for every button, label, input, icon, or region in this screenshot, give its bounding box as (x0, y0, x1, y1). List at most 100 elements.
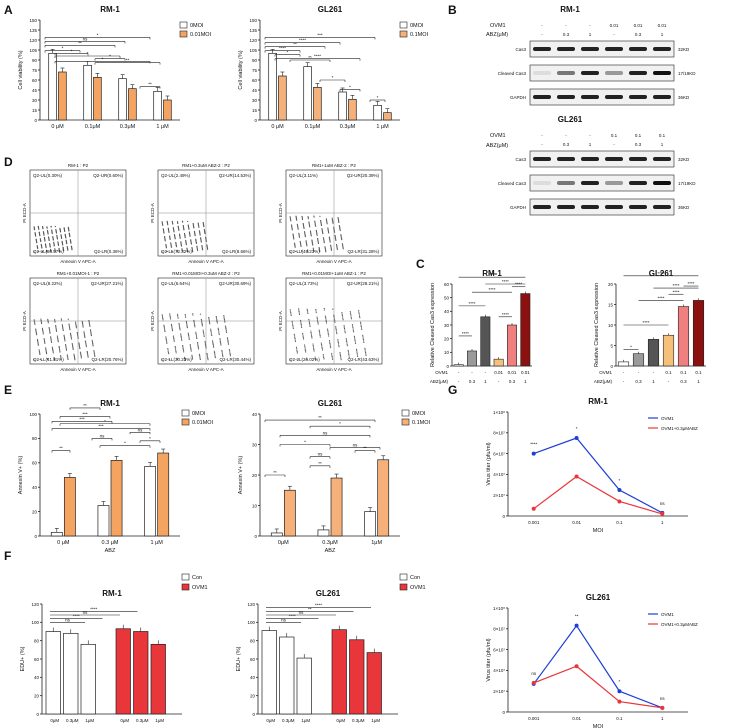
flow-event (350, 315, 352, 317)
flow-event (313, 349, 315, 351)
blot-gl261-band (533, 157, 551, 161)
flow-event (333, 230, 335, 232)
C1-bar (453, 364, 464, 367)
flow-event (40, 358, 42, 360)
flow-event (325, 322, 328, 324)
flow-event (177, 317, 179, 319)
flow-event (348, 356, 350, 358)
flow-event (35, 332, 38, 335)
F2-xtick-label: 1μM (301, 718, 310, 723)
flow-event (191, 354, 193, 356)
G2-ytick-label: 0 (502, 710, 505, 715)
flow-event (204, 341, 206, 343)
flow-event (331, 353, 333, 355)
flow-event (186, 324, 188, 326)
flow-event (317, 323, 319, 325)
flow-event (63, 336, 66, 339)
flow-event (326, 222, 328, 224)
flow-event (171, 328, 173, 330)
flow-event (335, 327, 337, 329)
flow-event (212, 345, 215, 347)
flow-event (63, 335, 65, 337)
flow-lr-label: Q2-LR(0.36%) (94, 249, 124, 254)
flow-event (332, 221, 334, 223)
G2-point (660, 705, 665, 710)
C2-title: GL261 (649, 269, 674, 278)
flow-event (339, 228, 341, 231)
flow-event (203, 334, 205, 336)
G2-sig-label: ns (531, 671, 537, 676)
blot-gl261-ovm1-value: - (541, 133, 543, 138)
A2-bar (278, 75, 287, 121)
flow-event (309, 231, 312, 233)
G2-xtick-label: 0.1 (616, 716, 623, 721)
flow-event (295, 217, 297, 219)
flow-event (216, 320, 218, 323)
flow-event (69, 332, 72, 334)
flow-event (44, 341, 46, 343)
flow-event (310, 233, 312, 235)
F1-bar (63, 632, 79, 715)
flow-event (218, 330, 220, 332)
flow-lr-label: Q2-LR(8.66%) (222, 249, 252, 254)
flow-event (302, 334, 304, 336)
flow-event (77, 334, 79, 336)
blot-rowlabel-abz: ABZ(μM) (486, 32, 508, 38)
flow-event (320, 219, 322, 222)
A1-ytick-label: 150 (29, 18, 37, 23)
flow-event (329, 240, 331, 242)
flow-event (340, 356, 342, 358)
flow-event (223, 315, 225, 317)
flow-event (364, 351, 367, 354)
E2-xlabel: ABZ (325, 548, 336, 554)
A2-ytick-label: 120 (249, 38, 257, 43)
flow-event (93, 351, 95, 353)
flow-event (90, 333, 92, 335)
flow-event (59, 231, 62, 233)
flow-event (348, 355, 350, 357)
F1-bar (133, 631, 149, 715)
flow-event (177, 314, 179, 317)
A2-sig-label: * (287, 50, 289, 55)
F2-bar (349, 639, 365, 715)
blot-rowlabel-ovm1-gl: OVM1 (490, 133, 506, 139)
G2-sig-label: ns (660, 696, 666, 701)
C2-bar (662, 334, 675, 367)
flow-event (165, 337, 167, 339)
flow-event (362, 337, 364, 339)
G2-xtick-label: 1 (661, 716, 664, 721)
flow-event (39, 235, 41, 237)
flow-event (195, 335, 198, 337)
flow-event (41, 327, 44, 329)
flow-event (335, 238, 337, 240)
flow-event (42, 331, 44, 333)
flow-event (204, 343, 207, 345)
flow-event (301, 215, 303, 218)
flow-event (338, 226, 341, 228)
flow-event (91, 340, 93, 343)
flow-event (323, 238, 325, 240)
flow-plot-title: RM1+1uM ABZ-2 : P2 (312, 163, 356, 168)
flow-event (228, 350, 231, 352)
flow-event (199, 234, 201, 236)
flow-event (35, 329, 37, 331)
flow-event (346, 343, 348, 345)
flow-event (307, 311, 309, 313)
C2-bar (632, 353, 645, 367)
flow-event (187, 333, 190, 335)
flow-event (220, 343, 222, 345)
flow-event (298, 313, 301, 315)
flow-event (314, 224, 317, 226)
A2-bar (348, 98, 357, 121)
flow-event (334, 235, 336, 238)
flow-event (72, 346, 74, 348)
flow-event (317, 322, 319, 324)
flow-event (50, 226, 52, 228)
E1-sig-label: ns (138, 427, 144, 432)
flow-event (178, 325, 181, 327)
flow-event (313, 347, 315, 349)
flow-event (334, 237, 337, 239)
C1-row-value: 0.3 (509, 379, 516, 384)
flow-event (183, 229, 185, 231)
E1-xlabel: ABZ (105, 548, 116, 554)
